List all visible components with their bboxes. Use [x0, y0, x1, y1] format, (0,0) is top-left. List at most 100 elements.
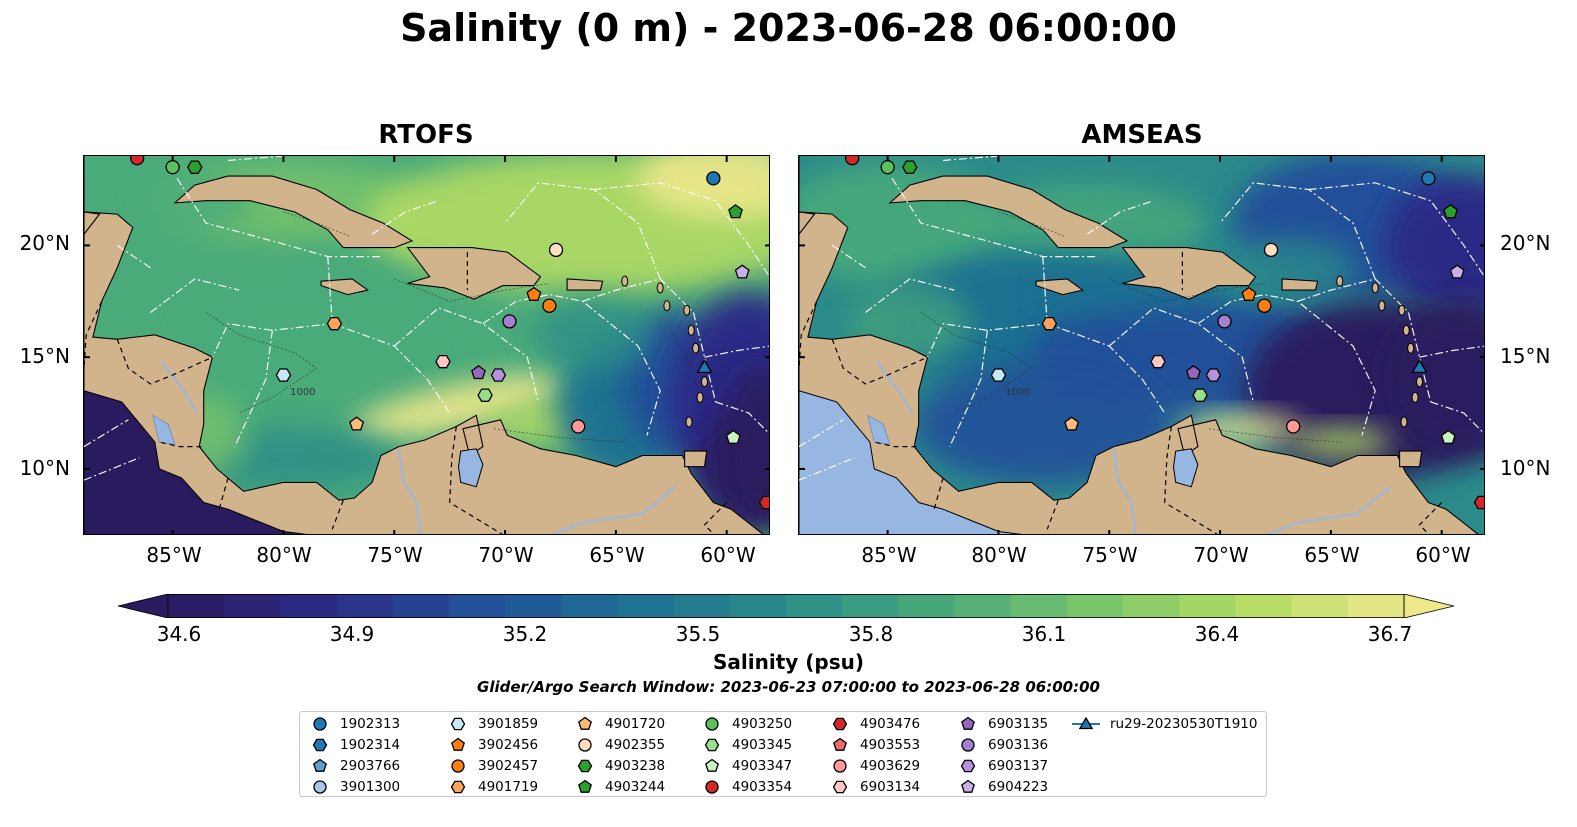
platform-marker [880, 160, 895, 175]
island [663, 300, 671, 312]
pacific-ocean-overlay [799, 390, 1023, 534]
colorbar-segment [561, 594, 619, 618]
country-border [703, 502, 728, 534]
platform-marker [165, 160, 180, 175]
platform-marker [845, 156, 860, 166]
bathymetry-contour [205, 312, 318, 414]
legend-circle-icon [578, 738, 592, 752]
legend-marker-icon [578, 716, 592, 730]
legend-item: 6903134 [830, 777, 920, 797]
legend-circle-icon [705, 717, 719, 731]
platform-marker [1186, 364, 1201, 380]
land-hispaniola [1121, 247, 1257, 300]
river [1266, 486, 1392, 534]
colorbar-segment [336, 594, 394, 618]
island [1336, 275, 1344, 287]
legend-label: 6903137 [988, 758, 1049, 774]
legend-label: 3901300 [340, 779, 401, 795]
land-trinidad [684, 450, 708, 468]
platform-marker [725, 429, 741, 444]
river [397, 448, 422, 534]
glider-marker [696, 359, 713, 374]
colorbar-segment [898, 594, 956, 618]
platform-marker [1263, 242, 1279, 258]
legend-pentagon-icon [705, 758, 719, 772]
island [685, 416, 693, 428]
land-cuba [888, 175, 1129, 249]
colorbar-tick: 34.9 [329, 622, 375, 646]
platform-marker [526, 286, 542, 301]
island [701, 376, 709, 388]
river [160, 361, 198, 414]
legend-hexagon-icon [450, 780, 466, 794]
legend-label: ru29-20230530T1910 [1110, 716, 1258, 732]
legend-marker-icon [960, 759, 976, 773]
legend-marker-icon [450, 717, 466, 731]
contour-label: 1000 [290, 387, 315, 398]
legend-item: 6903135 [958, 714, 1048, 734]
pacific-ocean-overlay [84, 390, 308, 534]
panel-title-rtofs: RTOFS [378, 120, 474, 150]
legend-marker-icon [313, 717, 327, 731]
lon-label: 85°W [861, 543, 917, 567]
eez-boundary [926, 256, 1048, 358]
country-border [218, 477, 229, 510]
legend-hexagon-icon [450, 717, 466, 731]
legend-item: 4903629 [830, 756, 920, 776]
legend-hexagon-icon [832, 780, 848, 794]
legend-marker-icon [961, 738, 975, 752]
legend-pentagon-icon [578, 716, 592, 730]
eez-boundary [150, 278, 240, 313]
legend-label: 4903244 [605, 779, 666, 795]
island [687, 324, 695, 336]
legend-item: 2903766 [310, 756, 400, 776]
bathymetry-contour [1109, 278, 1265, 302]
lon-label: 70°W [478, 543, 534, 567]
platform-marker [502, 314, 517, 329]
legend-label: 2903766 [340, 758, 401, 774]
country-border [799, 301, 818, 369]
lon-label: 60°W [1415, 543, 1471, 567]
legend-item: 4903553 [830, 735, 920, 755]
platform-marker [1286, 419, 1301, 434]
colorbar-segment [448, 594, 506, 618]
legend-label: 4903553 [860, 737, 921, 753]
colorbar-extend-max [1403, 593, 1455, 619]
lon-label: 65°W [589, 543, 645, 567]
platform-marker [187, 160, 203, 174]
colorbar-segment [786, 594, 843, 618]
eez-boundary [332, 323, 451, 414]
colorbar-segment [224, 594, 281, 618]
legend-pentagon-icon [313, 758, 327, 772]
colorbar-segment [392, 594, 450, 618]
river [551, 486, 677, 534]
legend-label: 6903136 [988, 737, 1049, 753]
country-border [874, 441, 917, 448]
colorbar-segment [954, 594, 1012, 618]
platform-marker [548, 242, 564, 258]
island [683, 304, 691, 316]
legend-marker-icon [451, 759, 465, 773]
eez-boundary [942, 156, 999, 162]
colorbar-segment [168, 594, 225, 618]
contour-label: 1000 [1005, 387, 1030, 398]
lon-label: 60°W [700, 543, 756, 567]
colorbar-tick: 34.6 [156, 622, 202, 646]
lon-label: 75°W [367, 543, 423, 567]
colorbar-segment [617, 594, 675, 618]
bathymetry-contour [1385, 330, 1420, 418]
platform-marker [130, 156, 145, 166]
lat-label: 15°N [1500, 344, 1551, 368]
legend-hexagon-icon [832, 717, 848, 731]
legend-item: 4903354 [702, 777, 792, 797]
land-cuba [173, 175, 414, 249]
colorbar-segment [1123, 594, 1180, 618]
legend-pentagon-icon [451, 737, 465, 751]
colorbar-tick: 36.7 [1367, 622, 1413, 646]
legend-item: 4903345 [702, 735, 792, 755]
eez-boundary [1108, 307, 1254, 403]
platform-marker [990, 368, 1007, 382]
glider-legend-icon [1078, 716, 1094, 730]
colorbar-segment [1291, 594, 1349, 618]
country-border [159, 441, 202, 448]
